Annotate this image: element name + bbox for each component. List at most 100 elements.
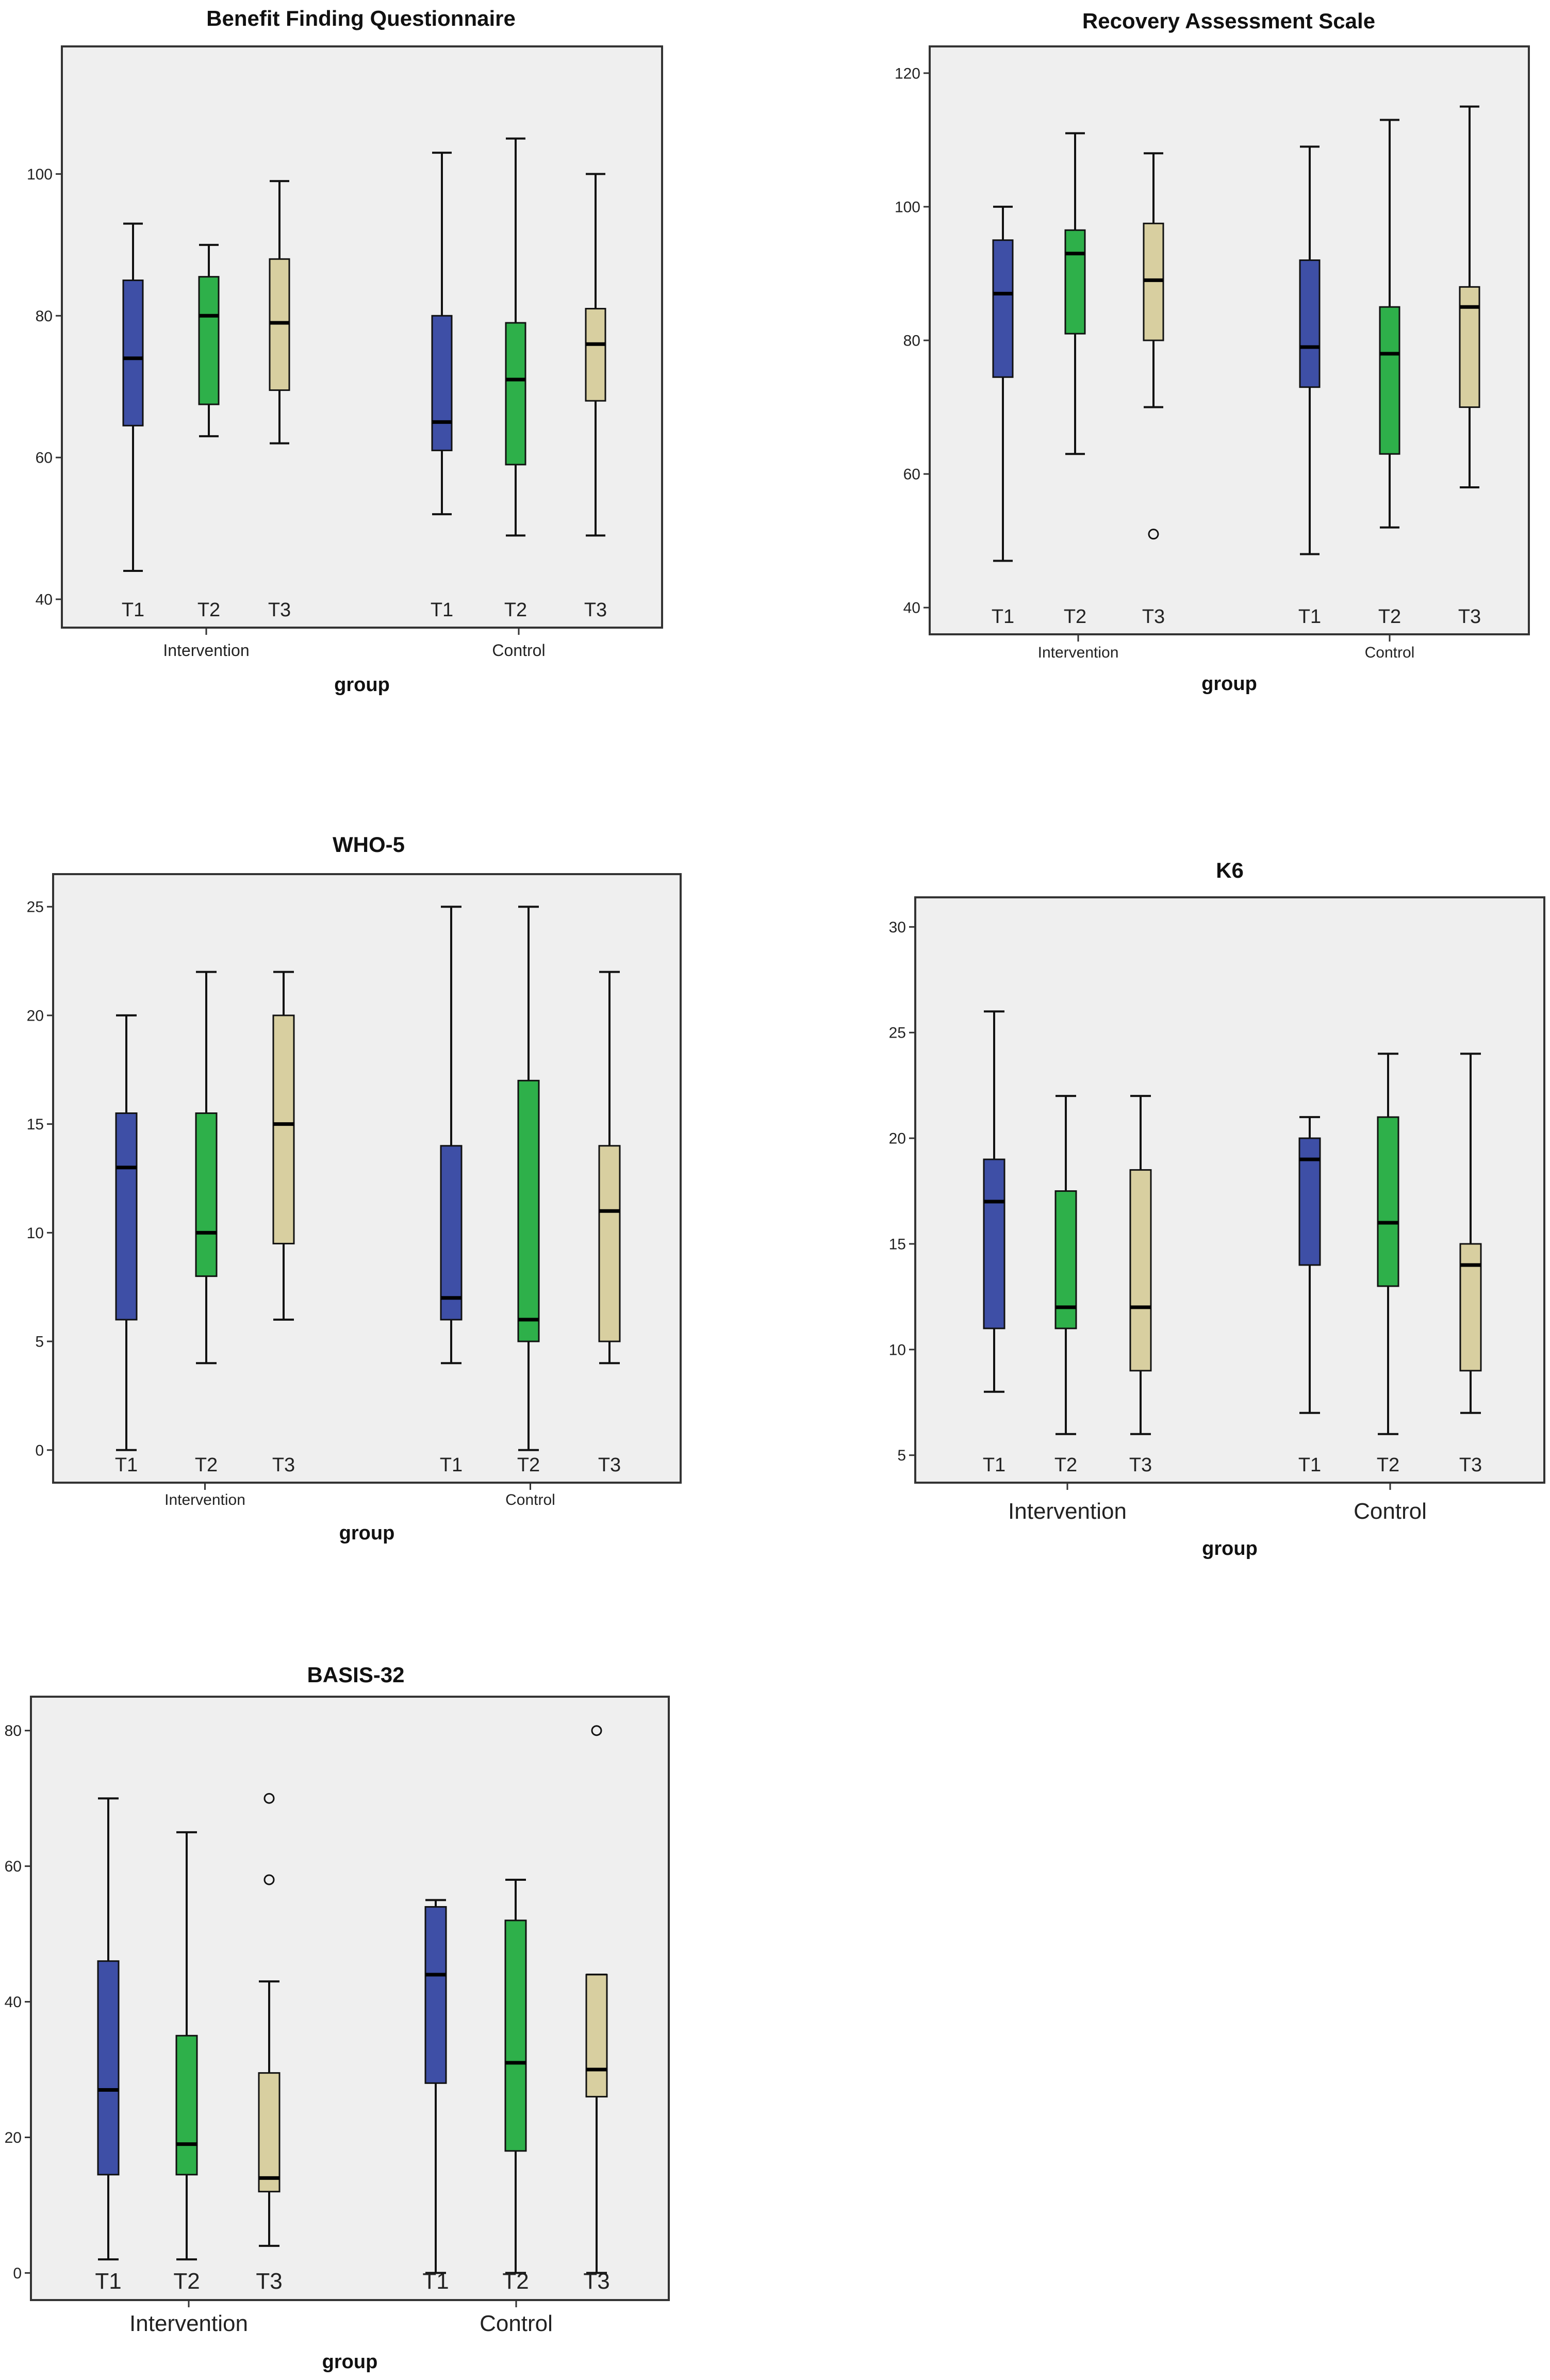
box-iqr	[517, 1079, 540, 1342]
box-iqr	[1129, 1169, 1152, 1372]
box-iqr	[1299, 259, 1321, 388]
timepoint-label: T1	[983, 1454, 1005, 1476]
box-intervention-t1	[115, 1014, 138, 1451]
box-iqr	[424, 1906, 447, 2084]
y-tick-label: 10	[27, 1225, 44, 1242]
box-iqr	[198, 276, 220, 405]
y-tick-label: 25	[889, 1025, 906, 1042]
timepoint-label: T2	[1378, 606, 1401, 628]
timepoint-label: T1	[1298, 606, 1321, 628]
box-intervention-t1	[122, 222, 144, 572]
outlier-point	[263, 1793, 275, 1804]
box-iqr	[992, 239, 1014, 378]
box-control-t2	[505, 137, 526, 537]
box-iqr	[1064, 229, 1086, 335]
timepoint-label: T2	[173, 2269, 200, 2294]
x-axis-title: group	[339, 1522, 395, 1544]
box-control-t3	[585, 173, 606, 537]
chart-panel-2: Recovery Assessment Scale 40 60 80 100 120 T1 T…	[895, 9, 1530, 695]
box-iqr	[598, 1145, 621, 1342]
plot-area	[929, 45, 1530, 635]
outlier-point	[591, 1725, 602, 1736]
timepoint-label: T3	[272, 1454, 295, 1476]
timepoint-label: T2	[1377, 1454, 1399, 1476]
x-group-label: Control	[1354, 1499, 1427, 1524]
timepoint-label: T3	[268, 599, 291, 621]
box-intervention-t2	[195, 971, 218, 1365]
chart-title: K6	[1216, 858, 1244, 882]
y-tick-label: 100	[895, 199, 920, 216]
box-iqr	[115, 1112, 138, 1321]
box-intervention-t2	[1054, 1095, 1077, 1435]
y-tick-label: 120	[895, 65, 920, 82]
y-tick-label: 80	[903, 333, 920, 350]
box-control-t2	[1377, 1053, 1399, 1435]
y-tick-label: 80	[5, 1722, 22, 1739]
y-tick-label: 40	[903, 600, 920, 617]
box-intervention-t3	[269, 180, 290, 445]
box-control-t2	[504, 1878, 527, 2274]
box-control-t3	[1459, 1053, 1482, 1414]
box-iqr	[1459, 286, 1480, 408]
box-iqr	[1377, 1116, 1399, 1287]
box-iqr	[1298, 1137, 1321, 1266]
x-group-label: Intervention	[129, 2311, 248, 2336]
x-group-label: Intervention	[1008, 1499, 1127, 1524]
chart-panel-4: K6 5 10 15 20 25 30 T1 T2 T3 T1 T2 T3 Intervention Con…	[889, 858, 1545, 1560]
y-tick-label: 40	[5, 1994, 22, 2011]
plot-area	[52, 873, 682, 1484]
timepoint-label: T3	[256, 2269, 282, 2294]
timepoint-label: T2	[1064, 606, 1086, 628]
x-group-label: Control	[480, 2311, 553, 2336]
chart-title: WHO-5	[333, 832, 405, 857]
box-intervention-t1	[97, 1797, 120, 2261]
timepoint-label: T2	[1054, 1454, 1077, 1476]
y-tick-label: 15	[889, 1236, 906, 1253]
box-intervention-t3	[1143, 152, 1164, 540]
box-intervention-t3	[258, 1793, 281, 2247]
y-tick-label: 10	[889, 1341, 906, 1358]
box-iqr	[258, 2072, 281, 2193]
box-control-t1	[424, 1899, 447, 2274]
timepoint-label: T2	[502, 2269, 529, 2294]
outlier-point	[263, 1874, 275, 1885]
box-intervention-t1	[983, 1010, 1005, 1393]
y-tick-label: 80	[36, 308, 53, 325]
timepoint-label: T1	[95, 2269, 121, 2294]
y-tick-label: 0	[35, 1442, 44, 1459]
timepoint-label: T1	[422, 2269, 449, 2294]
timepoint-label: T3	[1142, 606, 1165, 628]
box-intervention-t3	[1129, 1095, 1152, 1435]
timepoint-label: T2	[195, 1454, 218, 1476]
box-control-t2	[1379, 119, 1400, 529]
x-axis-title: group	[334, 674, 390, 696]
box-intervention-t3	[272, 971, 295, 1321]
y-tick-label: 60	[5, 1858, 22, 1875]
box-iqr	[505, 322, 526, 466]
plot-area	[61, 45, 663, 629]
x-axis-title: group	[322, 2351, 378, 2373]
timepoint-label: T3	[598, 1454, 621, 1476]
box-control-t3	[598, 971, 621, 1365]
x-group-label: Intervention	[164, 1491, 245, 1508]
y-tick-label: 40	[36, 592, 53, 609]
box-iqr	[122, 280, 144, 426]
y-tick-label: 20	[889, 1130, 906, 1147]
chart-panel-3: WHO-5 0 5 10 15 20 25 T1 T2 T3 T1 T2 T3 Intervention C…	[27, 832, 682, 1544]
x-group-label: Intervention	[1038, 644, 1119, 661]
timepoint-label: T1	[440, 1454, 463, 1476]
timepoint-label: T3	[584, 599, 607, 621]
timepoint-label: T3	[1458, 606, 1481, 628]
chart-title: Recovery Assessment Scale	[1082, 9, 1375, 33]
chart-title: BASIS-32	[307, 1663, 404, 1687]
timepoint-label: T1	[122, 599, 144, 621]
box-iqr	[272, 1014, 295, 1244]
box-intervention-t1	[992, 205, 1014, 562]
timepoint-label: T2	[504, 599, 527, 621]
box-iqr	[195, 1112, 218, 1277]
x-axis-title: group	[1201, 673, 1257, 695]
y-tick-label: 5	[35, 1334, 44, 1351]
plot-area	[914, 896, 1545, 1484]
timepoint-label: T1	[431, 599, 453, 621]
timepoint-label: T2	[517, 1454, 540, 1476]
